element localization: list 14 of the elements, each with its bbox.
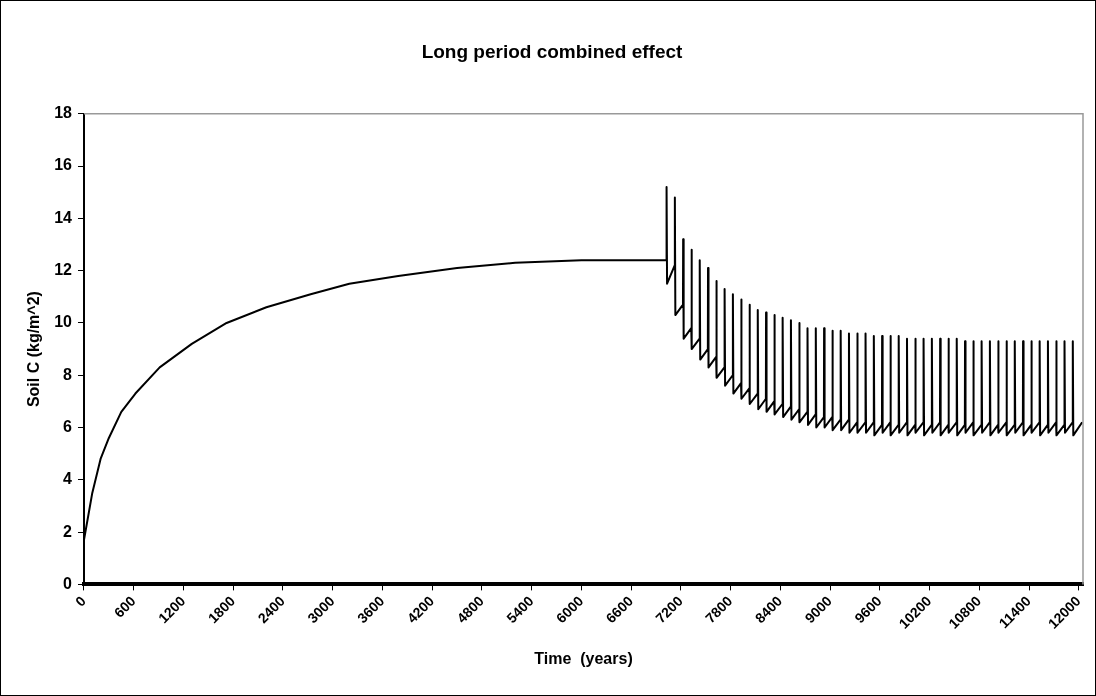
- y-tick-label: 16: [54, 156, 73, 174]
- y-tick-label: 0: [63, 574, 73, 592]
- chart-title: Long period combined effect: [421, 40, 684, 62]
- y-tick-label: 4: [63, 470, 73, 488]
- x-axis-title: Time (years): [534, 649, 633, 667]
- y-tick-label: 12: [54, 261, 73, 279]
- y-tick-label: 10: [54, 313, 73, 331]
- y-tick-label: 14: [54, 208, 73, 226]
- y-tick-label: 6: [63, 417, 73, 435]
- x-tick-label: 600: [110, 592, 139, 621]
- y-axis-title: Soil C (kg/m^2): [25, 291, 43, 408]
- y-tick-label: 18: [54, 104, 73, 122]
- y-tick-label: 2: [63, 522, 73, 540]
- y-tick-label: 8: [63, 365, 73, 383]
